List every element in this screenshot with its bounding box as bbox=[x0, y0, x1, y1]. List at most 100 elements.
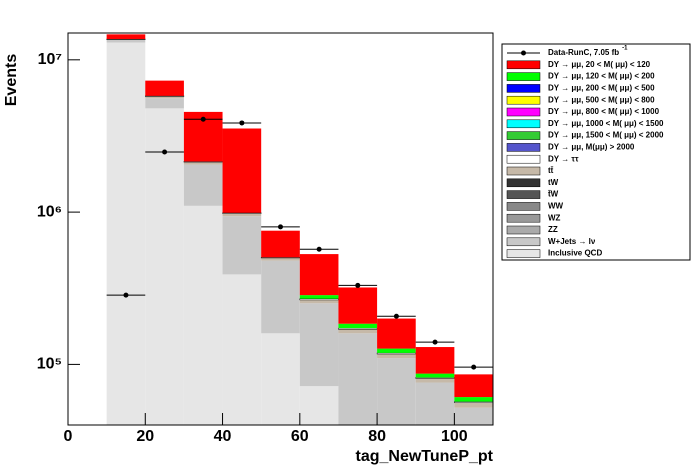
legend-label: DY → μμ, 120 < M( μμ) < 200 bbox=[548, 72, 655, 81]
y-axis-label: Events bbox=[3, 54, 20, 107]
histogram-segment bbox=[145, 80, 184, 96]
legend-label: WZ bbox=[548, 213, 561, 222]
histogram-segment bbox=[454, 397, 493, 402]
data-point bbox=[200, 116, 206, 122]
histogram-segment bbox=[261, 260, 300, 334]
histogram-segment bbox=[222, 274, 262, 425]
histogram-segment bbox=[222, 213, 262, 217]
legend-swatch bbox=[506, 166, 541, 176]
histogram-segment bbox=[454, 374, 493, 398]
legend-swatch bbox=[506, 143, 541, 152]
legend-label: Inclusive QCD bbox=[548, 249, 602, 258]
histogram-segment bbox=[261, 257, 300, 261]
plot-area: 0 20 40 60 80 100 10⁵ 10⁶ 10⁷ bbox=[37, 32, 494, 445]
legend-swatch bbox=[506, 249, 541, 258]
data-point bbox=[123, 292, 129, 298]
histogram-segment bbox=[183, 205, 223, 425]
legend-swatch bbox=[506, 119, 541, 129]
histogram-segment bbox=[377, 354, 416, 359]
histogram-segment bbox=[377, 358, 416, 425]
data-point bbox=[162, 149, 168, 155]
data-point bbox=[278, 224, 283, 230]
histogram-segment bbox=[338, 287, 378, 324]
legend-swatch bbox=[506, 178, 541, 188]
histogram-segment bbox=[222, 128, 262, 213]
legend-label: DY → μμ, 800 < M( μμ) < 1000 bbox=[548, 107, 660, 116]
legend-label: WW bbox=[548, 202, 564, 211]
data-point bbox=[471, 364, 477, 370]
histogram-segment bbox=[299, 299, 339, 304]
data-point bbox=[355, 282, 361, 288]
x-tick-label: 60 bbox=[291, 428, 309, 445]
y-tick-label: 10⁷ bbox=[38, 51, 62, 68]
legend-swatch bbox=[506, 131, 541, 140]
histogram-segment bbox=[338, 329, 378, 334]
x-tick-label: 0 bbox=[64, 428, 73, 445]
legend-swatch bbox=[506, 95, 541, 105]
histogram-segment bbox=[106, 34, 146, 39]
legend-label: DY → ττ bbox=[548, 154, 579, 163]
legend-swatch bbox=[506, 190, 541, 199]
histogram-segment bbox=[338, 333, 378, 425]
legend-swatch bbox=[506, 237, 541, 247]
histogram-segment bbox=[338, 323, 378, 329]
legend-label: Data-RunC, 7.05 fb bbox=[548, 48, 619, 57]
legend-swatch bbox=[506, 72, 541, 81]
histogram-segment bbox=[260, 257, 301, 259]
x-tick-label: 100 bbox=[441, 428, 468, 445]
legend-superscript: -1 bbox=[622, 46, 628, 52]
histogram-segment bbox=[338, 327, 378, 330]
legend-swatch bbox=[506, 84, 541, 93]
legend-label: DY → μμ, 500 < M( μμ) < 800 bbox=[548, 95, 655, 104]
histogram-segment bbox=[222, 212, 262, 214]
legend-swatch bbox=[506, 225, 541, 235]
legend-label: DY → μμ, 20 < M( μμ) < 120 bbox=[548, 60, 651, 69]
legend-label: DY → μμ, 1500 < M( μμ) < 2000 bbox=[548, 131, 664, 140]
plot-frame bbox=[67, 32, 494, 426]
histogram-segment bbox=[377, 348, 416, 353]
histogram-segment bbox=[299, 254, 339, 296]
histogram-segment bbox=[454, 402, 493, 408]
histogram-segment bbox=[145, 108, 184, 425]
legend-swatch bbox=[506, 213, 541, 223]
legend-swatch bbox=[506, 154, 541, 164]
histogram-segment bbox=[261, 333, 300, 425]
legend-label: W+Jets → lν bbox=[548, 237, 596, 246]
legend-swatch bbox=[506, 60, 541, 70]
legend-swatch bbox=[506, 107, 541, 117]
histogram-segment bbox=[145, 95, 185, 97]
histogram-segment bbox=[183, 164, 223, 206]
data-point bbox=[316, 246, 322, 252]
x-tick-label: 40 bbox=[214, 428, 232, 445]
x-axis-label: tag_NewTuneP_pt bbox=[356, 448, 494, 465]
legend-label: ZZ bbox=[548, 225, 558, 234]
histogram-segment bbox=[183, 162, 223, 165]
data-point bbox=[432, 339, 438, 345]
histogram-segment bbox=[222, 216, 262, 275]
histogram-segment bbox=[299, 303, 339, 387]
legend-label: tt̄ bbox=[548, 166, 554, 175]
y-tick-label: 10⁵ bbox=[37, 356, 62, 373]
histogram-segment bbox=[183, 161, 223, 163]
histogram-segment bbox=[299, 298, 339, 301]
histogram-segment bbox=[106, 39, 146, 43]
histogram-segment bbox=[376, 352, 416, 355]
legend-data-marker bbox=[521, 50, 526, 56]
legend-label: DY → μμ, 200 < M( μμ) < 500 bbox=[548, 84, 655, 93]
histogram-segment bbox=[299, 295, 339, 299]
x-tick-label: 20 bbox=[136, 428, 154, 445]
legend-label: DY → μμ, 1000 < M( μμ) < 1500 bbox=[548, 119, 664, 128]
data-point bbox=[393, 313, 399, 319]
histogram-segment bbox=[454, 407, 493, 425]
histogram-segment bbox=[415, 377, 455, 379]
histogram-segment bbox=[377, 318, 416, 349]
x-tick-label: 80 bbox=[368, 428, 386, 445]
histogram-segment bbox=[145, 96, 184, 99]
histogram-segment bbox=[299, 386, 339, 425]
legend-label: t̄W bbox=[547, 190, 558, 199]
legend-label: DY → μμ, M(μμ) > 2000 bbox=[548, 143, 635, 152]
histogram-segment bbox=[145, 98, 184, 109]
legend-label: tW bbox=[548, 178, 559, 187]
histogram-segment bbox=[415, 347, 455, 374]
